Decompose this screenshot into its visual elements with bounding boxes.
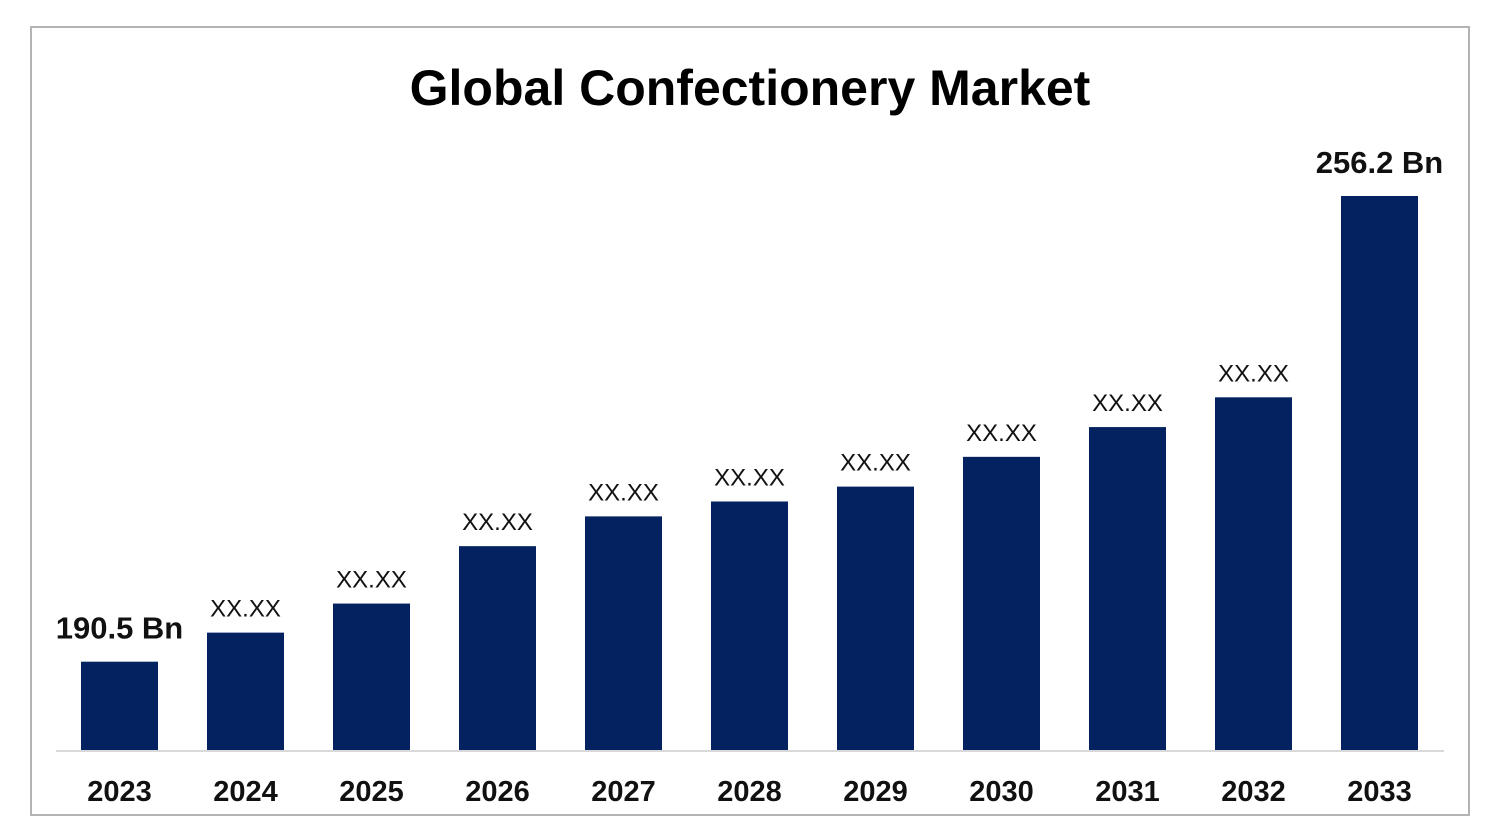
- x-tick-label-2028: 2028: [717, 776, 782, 808]
- bar-2030: [963, 456, 1040, 751]
- x-tick-label-2023: 2023: [87, 776, 152, 808]
- data-label-2032: XX.XX: [1218, 360, 1289, 387]
- data-label-2029: XX.XX: [840, 450, 911, 477]
- x-tick-label-2030: 2030: [969, 776, 1034, 808]
- x-tick-label-2031: 2031: [1095, 776, 1160, 808]
- data-label-2027: XX.XX: [588, 479, 659, 506]
- bar-2029: [837, 486, 914, 751]
- bar-2032: [1215, 397, 1292, 751]
- x-tick-label-2033: 2033: [1347, 776, 1412, 808]
- bar-2025: [333, 603, 410, 751]
- bar-2024: [207, 632, 284, 751]
- bar-2031: [1089, 427, 1166, 751]
- chart-title: Global Confectionery Market: [409, 60, 1091, 116]
- bar-2028: [711, 501, 788, 751]
- data-label-2023: 190.5 Bn: [56, 611, 184, 646]
- data-label-2026: XX.XX: [462, 509, 533, 536]
- x-tick-label-2027: 2027: [591, 776, 656, 808]
- bar-2023: [81, 661, 158, 751]
- bar-2027: [585, 516, 662, 751]
- data-label-2028: XX.XX: [714, 464, 785, 491]
- x-tick-label-2032: 2032: [1221, 776, 1286, 808]
- data-label-2024: XX.XX: [210, 596, 281, 623]
- data-label-2033: 256.2 Bn: [1316, 145, 1444, 180]
- data-label-2031: XX.XX: [1092, 390, 1163, 417]
- x-tick-label-2024: 2024: [213, 776, 278, 808]
- x-tick-label-2025: 2025: [339, 776, 404, 808]
- data-labels-layer: 190.5 Bn XX.XX XX.XX XX.XX XX.XX XX.XX XX.XX XX…: [56, 145, 1444, 646]
- data-label-2025: XX.XX: [336, 567, 407, 594]
- x-tick-label-2026: 2026: [465, 776, 530, 808]
- x-tick-labels-layer: 2023 2024 2025 2026 2027 2028 2029 2030 2031 2032…: [87, 776, 1412, 808]
- bar-2033: [1341, 196, 1418, 751]
- x-tick-label-2029: 2029: [843, 776, 908, 808]
- bar-2026: [459, 546, 536, 751]
- bars-layer: [81, 196, 1418, 751]
- data-label-2030: XX.XX: [966, 420, 1037, 447]
